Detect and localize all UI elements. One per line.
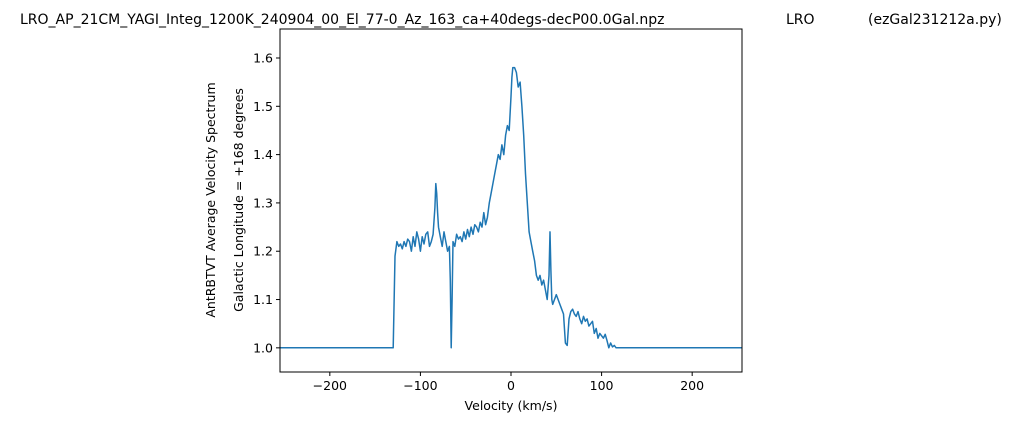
plot-area [280, 66, 742, 349]
y-axis-label-secondary: Galactic Longitude = +168 degrees [231, 88, 246, 312]
y-tick-label: 1.4 [253, 147, 273, 162]
x-tick-label: −100 [403, 378, 437, 393]
x-tick-label: 200 [680, 378, 704, 393]
y-tick-label: 1.5 [253, 99, 273, 114]
y-tick-label: 1.3 [253, 195, 273, 210]
x-axis-label: Velocity (km/s) [465, 398, 558, 413]
x-tick-label: −200 [313, 378, 347, 393]
y-tick-label: 1.0 [253, 340, 273, 355]
y-tick-label: 1.2 [253, 244, 273, 259]
chart-station: LRO [786, 12, 815, 28]
chart-program: (ezGal231212a.py) [868, 12, 1002, 28]
y-axis-label-primary: AntRBTVT Average Velocity Spectrum [203, 82, 218, 317]
chart-filename: LRO_AP_21CM_YAGI_Integ_1200K_240904_00_E… [20, 12, 664, 28]
y-tick-label: 1.6 [253, 50, 273, 65]
plot-frame [279, 28, 743, 373]
y-tick-label: 1.1 [253, 292, 273, 307]
axis-ticks: −200 −100 0 100 200 1.0 1.1 1.2 1.3 1.4 1.5 1.6 [253, 50, 704, 393]
spectrum-line [280, 66, 742, 349]
x-tick-label: 100 [590, 378, 614, 393]
x-tick-label: 0 [507, 378, 515, 393]
